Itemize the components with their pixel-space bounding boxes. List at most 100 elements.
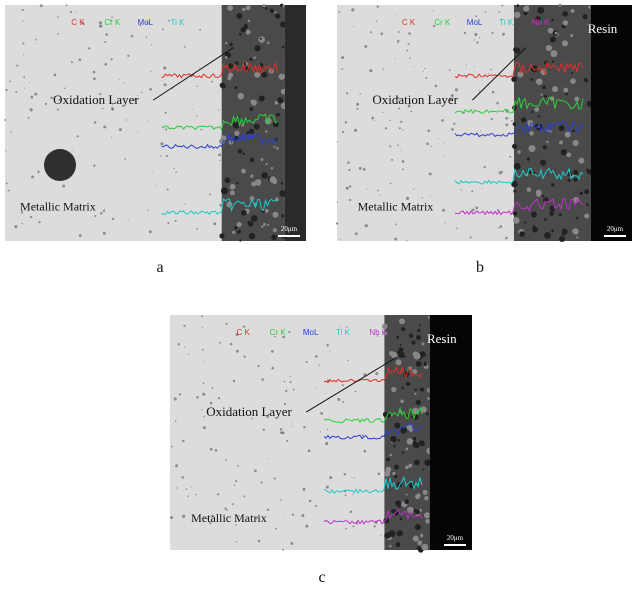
oxide-grain bbox=[565, 93, 568, 96]
oxide-grain bbox=[514, 163, 521, 170]
oxide-grain bbox=[399, 318, 405, 324]
speck bbox=[236, 541, 237, 542]
oxide-grain bbox=[567, 152, 572, 157]
resin-label: Resin bbox=[427, 331, 457, 346]
speck bbox=[103, 210, 105, 212]
speck bbox=[453, 123, 455, 125]
speck bbox=[320, 431, 321, 432]
oxide-grain bbox=[393, 445, 395, 447]
speck bbox=[455, 88, 458, 91]
speck bbox=[226, 323, 228, 325]
speck bbox=[211, 81, 213, 83]
speck bbox=[499, 11, 501, 13]
speck bbox=[285, 390, 287, 392]
speck bbox=[397, 40, 399, 42]
speck bbox=[408, 43, 410, 45]
speck bbox=[402, 160, 405, 163]
speck bbox=[427, 129, 430, 132]
speck bbox=[110, 58, 112, 60]
oxide-grain bbox=[549, 211, 554, 216]
speck bbox=[301, 514, 304, 517]
speck bbox=[492, 91, 495, 94]
speck bbox=[258, 540, 261, 543]
speck bbox=[395, 223, 397, 225]
speck bbox=[509, 117, 510, 118]
oxide-grain bbox=[394, 422, 400, 428]
oxide-grain bbox=[251, 215, 258, 222]
speck bbox=[326, 344, 329, 347]
oxide-grain bbox=[267, 224, 269, 226]
metallic-matrix-label: Metallic Matrix bbox=[191, 511, 267, 525]
speck bbox=[476, 41, 478, 43]
speck bbox=[502, 33, 505, 36]
speck bbox=[93, 77, 96, 80]
oxide-grain bbox=[236, 13, 242, 19]
speck bbox=[119, 128, 122, 131]
oxide-grain bbox=[534, 107, 539, 112]
oxide-grain bbox=[273, 146, 275, 148]
speck bbox=[475, 15, 477, 17]
oxide-grain bbox=[401, 327, 405, 331]
speck bbox=[498, 227, 499, 228]
speck bbox=[201, 409, 202, 410]
oxide-grain bbox=[424, 355, 426, 357]
speck bbox=[147, 210, 148, 211]
oxide-grain bbox=[394, 475, 397, 478]
speck bbox=[474, 33, 477, 36]
speck bbox=[326, 486, 329, 489]
oxide-grain bbox=[536, 190, 542, 196]
speck bbox=[210, 448, 213, 451]
speck bbox=[64, 87, 66, 89]
speck bbox=[184, 203, 185, 204]
oxide-grain bbox=[234, 226, 238, 230]
speck bbox=[438, 138, 439, 139]
speck bbox=[167, 189, 169, 191]
speck bbox=[124, 158, 126, 160]
oxide-grain bbox=[239, 240, 241, 242]
speck bbox=[57, 33, 59, 35]
speck bbox=[185, 44, 186, 45]
oxide-grain bbox=[236, 182, 239, 185]
speck bbox=[351, 8, 354, 11]
speck bbox=[362, 434, 364, 436]
speck bbox=[381, 32, 384, 35]
speck bbox=[425, 77, 427, 79]
speck bbox=[347, 360, 348, 361]
speck bbox=[284, 381, 286, 383]
oxide-grain bbox=[279, 73, 285, 79]
element-label: Ti K bbox=[171, 18, 186, 27]
speck bbox=[201, 315, 203, 317]
speck bbox=[280, 428, 283, 431]
oxide-grain bbox=[513, 47, 517, 51]
speck bbox=[479, 90, 480, 91]
oxide-grain bbox=[237, 230, 241, 234]
oxide-grain bbox=[258, 36, 265, 43]
oxide-grain bbox=[230, 184, 236, 190]
oxide-grain bbox=[570, 34, 573, 37]
oxide-grain bbox=[531, 211, 537, 217]
speck bbox=[363, 168, 366, 171]
speck bbox=[290, 376, 291, 377]
speck bbox=[342, 131, 344, 133]
speck bbox=[202, 327, 203, 328]
oxide-grain bbox=[282, 5, 284, 7]
resin-region bbox=[285, 5, 306, 241]
oxide-grain bbox=[265, 7, 268, 10]
oxide-grain bbox=[241, 210, 247, 216]
speck bbox=[398, 31, 400, 33]
speck bbox=[429, 172, 432, 175]
oxide-grain bbox=[584, 189, 589, 194]
speck bbox=[5, 151, 6, 152]
oxide-grain bbox=[249, 107, 253, 111]
speck bbox=[274, 477, 276, 479]
oxide-grain bbox=[396, 359, 402, 365]
speck bbox=[490, 69, 492, 71]
speck bbox=[94, 121, 96, 123]
oxide-grain bbox=[519, 231, 525, 237]
oxide-grain bbox=[406, 494, 408, 496]
speck bbox=[309, 500, 312, 503]
speck bbox=[471, 209, 474, 212]
speck bbox=[325, 393, 326, 394]
oxide-grain bbox=[551, 229, 554, 232]
speck bbox=[219, 204, 222, 207]
